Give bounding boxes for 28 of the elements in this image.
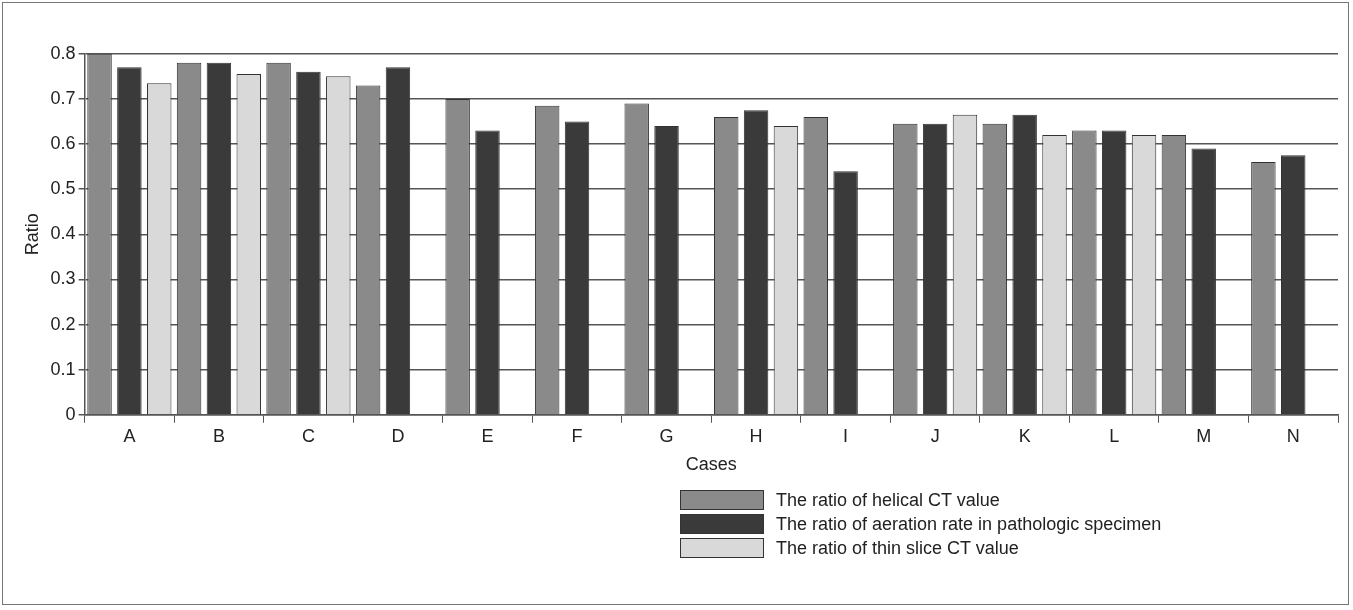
y-axis-title: Ratio: [21, 213, 42, 256]
y-tick-label: 0.1: [50, 358, 76, 379]
y-tick-label: 0.6: [50, 133, 76, 154]
x-tick-label: D: [391, 425, 405, 446]
x-axis-title: Cases: [685, 454, 737, 475]
x-tick-label: J: [930, 425, 940, 446]
x-tick-label: G: [659, 425, 674, 446]
x-tick-label: K: [1018, 425, 1031, 446]
y-tick-label: 0.2: [50, 313, 76, 334]
x-tick-label: M: [1196, 425, 1212, 446]
legend-label: The ratio of aeration rate in pathologic specimen: [776, 513, 1162, 535]
x-tick-label: B: [212, 425, 225, 446]
x-tick-label: C: [301, 425, 315, 446]
legend-label: The ratio of helical CT value: [776, 489, 1000, 511]
y-tick-label: 0.3: [50, 268, 76, 289]
x-tick-label: E: [481, 425, 494, 446]
y-tick-label: 0: [65, 403, 76, 424]
x-tick-label: F: [571, 425, 583, 446]
legend-label: The ratio of thin slice CT value: [776, 537, 1019, 559]
x-tick-label: H: [749, 425, 763, 446]
x-tick-label: N: [1286, 425, 1300, 446]
y-tick-label: 0.5: [50, 178, 76, 199]
x-tick-label: L: [1109, 425, 1120, 446]
x-tick-label: I: [843, 425, 849, 446]
y-tick-label: 0.8: [50, 42, 76, 63]
y-tick-label: 0.4: [50, 223, 76, 244]
x-tick-label: A: [123, 425, 136, 446]
y-tick-label: 0.7: [50, 87, 76, 108]
